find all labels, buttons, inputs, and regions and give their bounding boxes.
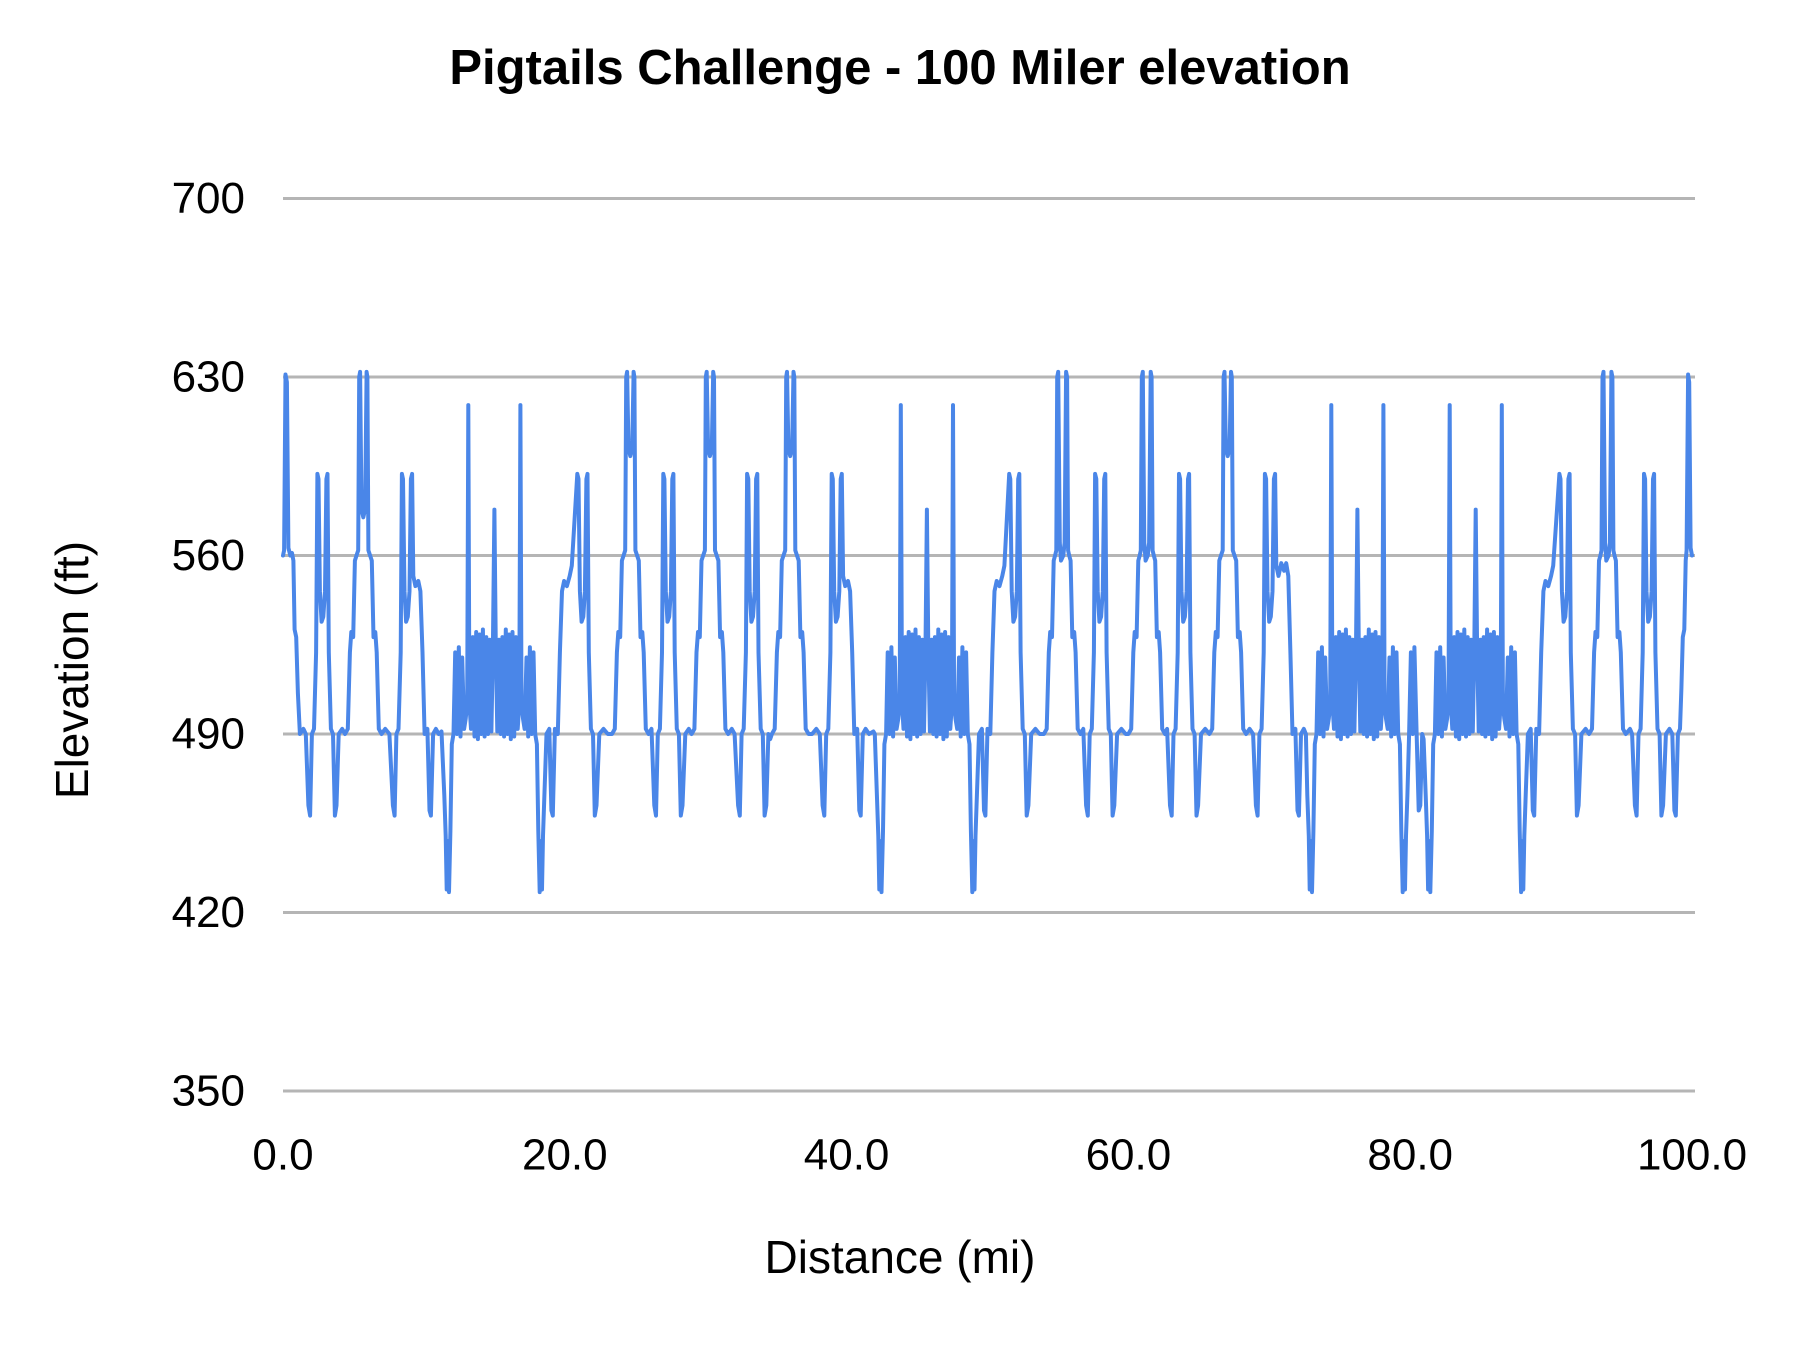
y-tick-700: 700 [172, 174, 245, 223]
series-elevation-line [281, 369, 1694, 895]
x-tick-labels: 0.0 20.0 40.0 60.0 80.0 100.0 [252, 1131, 1747, 1180]
x-tick-100.0: 100.0 [1637, 1131, 1747, 1180]
x-tick-60.0: 60.0 [1086, 1131, 1172, 1180]
y-tick-350: 350 [172, 1067, 245, 1116]
x-tick-0.0: 0.0 [252, 1131, 313, 1180]
x-tick-80.0: 80.0 [1367, 1131, 1453, 1180]
y-tick-560: 560 [172, 531, 245, 580]
x-tick-40.0: 40.0 [804, 1131, 890, 1180]
x-axis-title: Distance (mi) [764, 1231, 1036, 1283]
y-tick-630: 630 [172, 353, 245, 402]
y-tick-420: 420 [172, 888, 245, 937]
x-tick-20.0: 20.0 [522, 1131, 608, 1180]
chart-title: Pigtails Challenge - 100 Miler elevation [449, 41, 1351, 95]
y-tick-490: 490 [172, 710, 245, 759]
y-axis-title: Elevation (ft) [46, 540, 98, 800]
y-tick-labels: 700 630 560 490 420 350 [172, 174, 245, 1116]
